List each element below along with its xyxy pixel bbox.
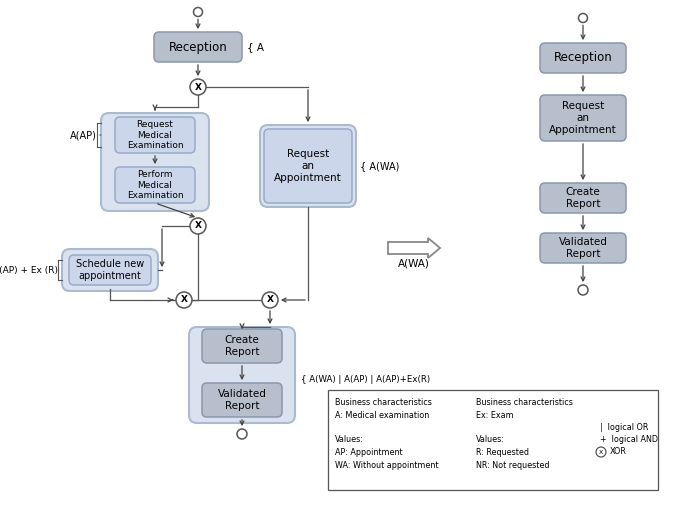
Text: WA: Without appointment: WA: Without appointment xyxy=(335,461,439,469)
Text: { A: { A xyxy=(247,42,264,52)
FancyBboxPatch shape xyxy=(328,390,658,490)
Text: Request
an
Appointment: Request an Appointment xyxy=(274,150,342,182)
Text: Business characteristics: Business characteristics xyxy=(335,398,432,407)
Circle shape xyxy=(578,285,588,295)
Text: A(WA): A(WA) xyxy=(398,259,430,269)
FancyBboxPatch shape xyxy=(115,117,195,153)
Text: +  logical AND: + logical AND xyxy=(600,435,658,445)
Circle shape xyxy=(190,79,206,95)
Text: Values:: Values: xyxy=(476,435,505,445)
Text: Ex: Exam: Ex: Exam xyxy=(476,411,514,419)
Circle shape xyxy=(262,292,278,308)
FancyBboxPatch shape xyxy=(189,327,295,423)
Text: AP: Appointment: AP: Appointment xyxy=(335,448,402,457)
FancyBboxPatch shape xyxy=(154,32,242,62)
Text: X: X xyxy=(181,296,187,304)
Text: X: X xyxy=(195,222,202,230)
FancyBboxPatch shape xyxy=(260,125,356,207)
Text: X: X xyxy=(195,83,202,91)
Text: Perform
Medical
Examination: Perform Medical Examination xyxy=(127,170,183,200)
Text: Business characteristics: Business characteristics xyxy=(476,398,573,407)
Text: X: X xyxy=(599,450,603,454)
Text: A: Medical examination: A: Medical examination xyxy=(335,411,429,419)
Circle shape xyxy=(176,292,192,308)
FancyBboxPatch shape xyxy=(115,167,195,203)
FancyBboxPatch shape xyxy=(101,113,209,211)
FancyBboxPatch shape xyxy=(69,255,151,285)
FancyBboxPatch shape xyxy=(540,95,626,141)
Text: XOR: XOR xyxy=(610,448,627,456)
FancyBboxPatch shape xyxy=(202,329,282,363)
FancyBboxPatch shape xyxy=(264,129,352,203)
Text: Request
an
Appointment: Request an Appointment xyxy=(549,101,617,135)
Text: Reception: Reception xyxy=(553,51,613,64)
FancyArrow shape xyxy=(388,238,440,258)
Text: { A(WA): { A(WA) xyxy=(360,161,400,171)
Circle shape xyxy=(193,8,202,16)
FancyBboxPatch shape xyxy=(540,233,626,263)
Text: Values:: Values: xyxy=(335,435,364,445)
Text: R: Requested: R: Requested xyxy=(476,448,529,457)
Text: { A(WA) | A(AP) | A(AP)+Ex(R): { A(WA) | A(AP) | A(AP)+Ex(R) xyxy=(301,376,430,384)
Text: A(AP): A(AP) xyxy=(70,130,97,140)
Text: Create
Report: Create Report xyxy=(224,335,259,357)
Circle shape xyxy=(237,429,247,439)
Circle shape xyxy=(190,218,206,234)
Text: A(AP) + Ex (R): A(AP) + Ex (R) xyxy=(0,266,58,274)
Text: Validated
Report: Validated Report xyxy=(559,237,607,259)
FancyBboxPatch shape xyxy=(540,183,626,213)
FancyBboxPatch shape xyxy=(62,249,158,291)
Text: X: X xyxy=(266,296,274,304)
FancyBboxPatch shape xyxy=(540,43,626,73)
Text: Request
Medical
Examination: Request Medical Examination xyxy=(127,120,183,150)
Text: NR: Not requested: NR: Not requested xyxy=(476,461,549,469)
FancyBboxPatch shape xyxy=(202,383,282,417)
Text: Validated
Report: Validated Report xyxy=(218,389,266,411)
Circle shape xyxy=(596,447,606,457)
Text: Reception: Reception xyxy=(168,41,227,53)
Circle shape xyxy=(578,13,588,23)
Text: Schedule new
appointment: Schedule new appointment xyxy=(76,259,144,281)
Text: Create
Report: Create Report xyxy=(565,187,601,209)
Text: |  logical OR: | logical OR xyxy=(600,423,648,432)
